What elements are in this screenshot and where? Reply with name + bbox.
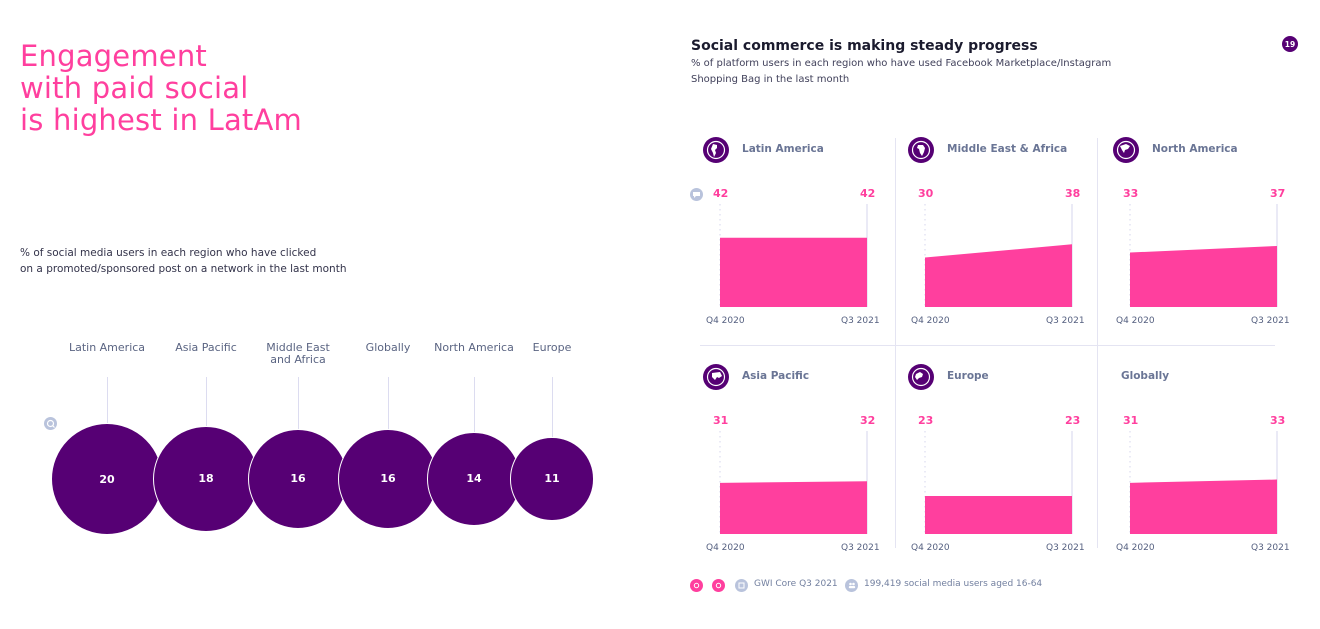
chat-icon bbox=[690, 188, 703, 201]
page-title: Engagement with paid social is highest i… bbox=[20, 39, 302, 137]
globe-europe-icon bbox=[908, 364, 934, 390]
end-value-label: 23 bbox=[1065, 414, 1081, 427]
bubble-value-label: 14 bbox=[466, 472, 482, 486]
base-text: 199,419 social media users aged 16-64 bbox=[864, 579, 1043, 589]
bubble: 18 bbox=[152, 425, 260, 533]
end-value-label: 32 bbox=[860, 414, 876, 427]
area-series bbox=[1130, 479, 1277, 534]
region-label: North America bbox=[1152, 143, 1238, 155]
start-value-label: 30 bbox=[918, 187, 934, 200]
area-plot bbox=[924, 204, 1073, 307]
x-tick-label: Q3 2021 bbox=[841, 543, 880, 553]
x-tick-label: Q4 2020 bbox=[911, 543, 950, 553]
area-panel: Europe 23 23 Q4 2020 Q3 2021 bbox=[905, 362, 1093, 567]
bubble-value-label: 20 bbox=[99, 472, 115, 486]
x-tick-label: Q3 2021 bbox=[1046, 543, 1085, 553]
end-value-label: 33 bbox=[1270, 414, 1286, 427]
x-tick-label: Q3 2021 bbox=[1251, 543, 1290, 553]
x-tick-label: Q4 2020 bbox=[1116, 316, 1155, 326]
globe-africa-icon bbox=[908, 137, 934, 163]
x-tick-label: Q3 2021 bbox=[1046, 316, 1085, 326]
x-tick-label: Q3 2021 bbox=[841, 316, 880, 326]
bubble-stem bbox=[107, 377, 108, 423]
bubble-stem bbox=[474, 377, 475, 433]
panel-divider bbox=[1097, 138, 1098, 548]
end-value-label: 42 bbox=[860, 187, 876, 200]
bubble-value-label: 16 bbox=[380, 472, 396, 486]
bubble-stem bbox=[206, 377, 207, 426]
bubble: 11 bbox=[510, 437, 594, 521]
area-series bbox=[925, 244, 1072, 307]
area-panel: Latin America 42 42 Q4 2020 Q3 2021 bbox=[700, 135, 888, 340]
right-chart-title: Social commerce is making steady progres… bbox=[691, 38, 1038, 54]
x-tick-label: Q4 2020 bbox=[706, 543, 745, 553]
region-label: Globally bbox=[1121, 370, 1170, 382]
chat-icon bbox=[44, 417, 57, 430]
area-series bbox=[720, 237, 867, 307]
x-tick-label: Q4 2020 bbox=[1116, 543, 1155, 553]
area-panel: North America 33 37 Q4 2020 Q3 2021 bbox=[1110, 135, 1298, 340]
globe-asia-icon bbox=[703, 364, 729, 390]
area-series bbox=[1130, 245, 1277, 307]
area-panel: Asia Pacific 31 32 Q4 2020 Q3 2021 bbox=[700, 362, 888, 567]
bubble: 16 bbox=[247, 428, 349, 530]
region-label: Middle East & Africa bbox=[947, 143, 1068, 155]
area-plot bbox=[924, 431, 1073, 534]
start-value-label: 31 bbox=[713, 414, 729, 427]
left-chart-subtitle: % of social media users in each region w… bbox=[20, 247, 347, 275]
x-tick-label: Q4 2020 bbox=[706, 316, 745, 326]
region-label: Asia Pacific bbox=[742, 370, 810, 382]
end-value-label: 37 bbox=[1270, 187, 1286, 200]
area-series bbox=[720, 481, 867, 534]
bubble: 16 bbox=[337, 428, 439, 530]
region-label: Latin America bbox=[742, 143, 824, 155]
area-panel: Middle East & Africa 30 38 Q4 2020 Q3 2021 bbox=[905, 135, 1093, 340]
bubble-value-label: 16 bbox=[290, 472, 306, 486]
bubble-value-label: 11 bbox=[544, 472, 560, 486]
panel-divider bbox=[895, 138, 896, 548]
bubble-value-label: 18 bbox=[198, 472, 214, 486]
bubble-category-label: Latin America bbox=[68, 341, 146, 354]
source-text: GWI Core Q3 2021 bbox=[754, 579, 838, 589]
start-value-label: 42 bbox=[713, 187, 729, 200]
bubble-stem bbox=[388, 377, 389, 429]
start-value-label: 33 bbox=[1123, 187, 1139, 200]
end-value-label: 38 bbox=[1065, 187, 1081, 200]
area-plot bbox=[1129, 204, 1278, 307]
globe-americas-icon bbox=[703, 137, 729, 163]
area-series bbox=[925, 496, 1072, 534]
bubble-category-label: Asia Pacific bbox=[175, 341, 237, 354]
area-plot bbox=[719, 204, 868, 307]
gwi-logo-icon bbox=[690, 579, 703, 592]
bubble: 14 bbox=[427, 432, 521, 526]
bubble-stem bbox=[298, 377, 299, 429]
x-tick-label: Q3 2021 bbox=[1251, 316, 1290, 326]
bubble-category-label: Globally bbox=[365, 341, 411, 354]
right-chart-subtitle: % of platform users in each region who h… bbox=[691, 58, 1112, 85]
source-icon bbox=[735, 579, 748, 592]
bubble-stem bbox=[552, 377, 553, 438]
panel-divider bbox=[700, 345, 1275, 346]
area-panel: Globally 31 33 Q4 2020 Q3 2021 bbox=[1110, 362, 1298, 567]
globe-north-america-icon bbox=[1113, 137, 1139, 163]
x-tick-label: Q4 2020 bbox=[911, 316, 950, 326]
start-value-label: 31 bbox=[1123, 414, 1139, 427]
gwi-logo-icon bbox=[712, 579, 725, 592]
bubble-category-label: North America bbox=[434, 341, 514, 354]
bubble-category-label: Europe bbox=[532, 341, 572, 354]
bubble: 20 bbox=[51, 423, 163, 535]
people-icon bbox=[845, 579, 858, 592]
area-plot bbox=[1129, 431, 1278, 534]
page-number-badge: 19 bbox=[1282, 36, 1298, 52]
start-value-label: 23 bbox=[918, 414, 934, 427]
area-plot bbox=[719, 431, 868, 534]
region-label: Europe bbox=[947, 370, 989, 382]
bubble-category-label: Middle East and Africa bbox=[266, 341, 330, 366]
